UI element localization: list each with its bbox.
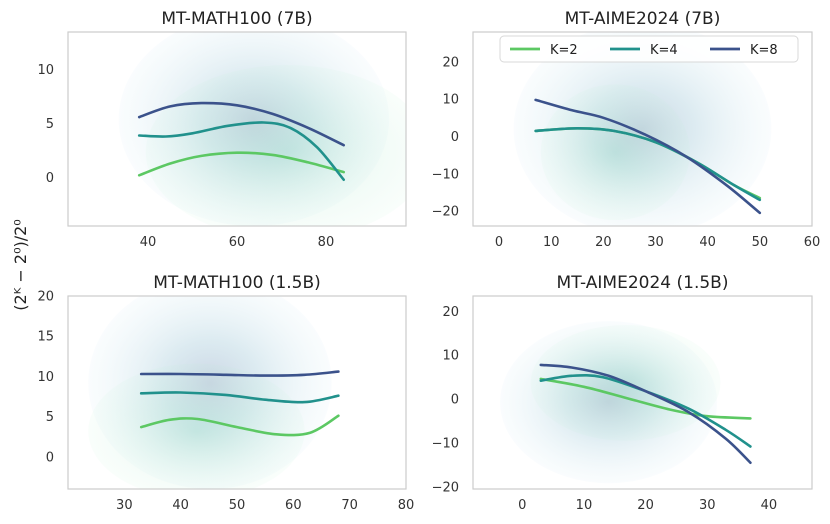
x-tick-label: 40 [140,235,157,250]
plot-area [513,32,772,226]
x-tick-label: 30 [647,235,664,250]
series-line-k4 [139,391,340,404]
plot-area [88,296,340,489]
legend-label: K=2 [550,43,578,58]
panel-1: MT-MATH100 (7B) 40 60 80 0 5 10 [37,9,407,250]
legend-box [499,35,799,63]
plot-frame [67,295,407,490]
x-tick-label: 40 [699,235,716,250]
series-line-k2 [137,151,345,177]
x-tick-label: 50 [752,235,769,250]
x-tick-label: 30 [699,498,716,513]
density-region [540,84,690,221]
series-line-k4 [534,126,762,202]
plot-area [500,321,752,484]
series-line-k8 [137,101,345,147]
x-tick-label: 20 [637,498,654,513]
series-line-k8 [534,98,762,215]
x-tick-label: 0 [495,235,503,250]
x-tick-label: 10 [543,235,560,250]
x-tick-label: 30 [116,498,133,513]
y-tick-label: 10 [442,349,459,364]
panel-title: MT-AIME2024 (7B) [565,9,721,29]
y-tick-label: 0 [46,450,54,465]
plot-area [118,32,406,226]
panel-4: MT-AIME2024 (1.5B) 0 10 20 30 40 −20 −10 0 10 20 [432,273,813,513]
series-line-k8 [539,363,752,464]
panel-2: MT-AIME2024 (7B) 0 10 20 30 40 50 60 −20 −10 0 10 20 [432,9,821,250]
x-tick-label: 0 [518,498,526,513]
y-tick-label: 20 [442,305,459,320]
density-region [145,65,406,226]
x-tick-label: 60 [804,235,821,250]
y-tick-label: 0 [451,130,459,145]
panel-title: MT-MATH100 (1.5B) [153,273,321,293]
x-tick-label: 50 [229,498,246,513]
x-tick-label: 40 [172,498,189,513]
series-line-k4 [137,121,345,181]
y-tick-label: 5 [46,410,54,425]
x-tick-label: 80 [398,498,415,513]
y-tick-label: 15 [37,330,54,345]
y-tick-label: 10 [37,63,54,78]
series-line-k2 [139,414,340,437]
legend-label: K=4 [650,43,678,58]
density-region [88,363,305,489]
y-tick-label: 0 [46,171,54,186]
plot-frame [472,295,813,490]
y-tick-label: −20 [432,205,459,220]
y-tick-label: −10 [432,167,459,182]
y-tick-label: 5 [46,117,54,132]
y-axis-label: (2ᴷ − 2⁰)/2⁰ [11,219,30,310]
plot-frame [472,31,813,227]
panel-title: MT-MATH100 (7B) [161,9,312,29]
x-tick-label: 60 [229,235,246,250]
x-tick-label: 40 [761,498,778,513]
x-tick-label: 70 [341,498,358,513]
y-tick-label: 10 [37,370,54,385]
y-tick-label: 20 [442,55,459,70]
panel-3: MT-MATH100 (1.5B) 30 40 50 60 70 80 0 5 10 15 20 [37,273,414,513]
y-tick-label: 20 [37,290,54,305]
legend: K=2 K=4 K=8 [499,35,799,63]
y-tick-label: −20 [432,480,459,495]
legend-label: K=8 [750,43,778,58]
x-tick-label: 80 [318,235,335,250]
y-tick-label: −10 [432,436,459,451]
y-tick-label: 0 [451,393,459,408]
series-line-k8 [139,370,340,377]
x-tick-label: 60 [285,498,302,513]
x-tick-label: 10 [576,498,593,513]
series-line-k2 [539,377,752,420]
x-tick-label: 20 [595,235,612,250]
panel-title: MT-AIME2024 (1.5B) [557,273,729,293]
plot-frame [67,31,407,227]
y-tick-label: 10 [442,93,459,108]
